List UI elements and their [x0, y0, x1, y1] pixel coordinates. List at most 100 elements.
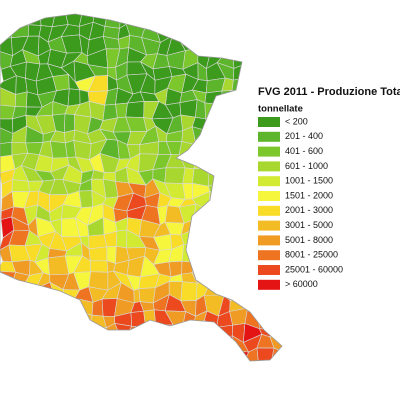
municipality	[180, 347, 199, 361]
municipality	[216, 15, 239, 25]
municipality	[231, 100, 249, 121]
municipality	[230, 140, 251, 157]
legend-swatch	[258, 176, 280, 187]
municipality	[101, 349, 117, 361]
municipality	[126, 333, 148, 354]
municipality	[0, 323, 15, 342]
municipality	[0, 14, 14, 30]
municipality	[9, 285, 27, 301]
municipality	[90, 325, 107, 343]
municipality	[14, 91, 28, 108]
municipality	[205, 220, 223, 239]
municipality	[156, 349, 171, 361]
municipality	[235, 168, 251, 187]
municipality	[179, 0, 199, 13]
municipality	[244, 376, 259, 391]
municipality	[125, 14, 147, 25]
municipality	[207, 236, 223, 245]
municipality	[207, 127, 226, 148]
municipality	[191, 366, 206, 379]
municipality	[271, 62, 282, 83]
municipality	[64, 360, 79, 361]
municipality	[220, 118, 236, 132]
legend-swatch	[258, 117, 280, 127]
municipality	[271, 362, 290, 375]
municipality	[36, 362, 53, 377]
municipality	[218, 243, 239, 264]
municipality	[114, 377, 130, 393]
municipality	[256, 48, 273, 64]
municipality	[216, 324, 233, 343]
municipality	[37, 374, 53, 389]
municipality	[88, 234, 108, 250]
municipality	[73, 322, 94, 343]
legend-swatch	[258, 250, 280, 261]
municipality	[25, 311, 40, 328]
municipality	[204, 90, 224, 106]
municipality	[8, 311, 30, 329]
municipality	[231, 190, 246, 212]
municipality	[50, 320, 66, 338]
municipality	[216, 22, 236, 39]
legend-label: < 200	[285, 116, 308, 126]
legend-swatch	[258, 235, 280, 246]
municipality	[217, 231, 237, 252]
municipality	[270, 39, 282, 55]
legend-swatch	[258, 161, 280, 172]
legend-label: 25001 - 60000	[285, 264, 343, 274]
legend-label: 5001 - 8000	[285, 235, 333, 245]
legend-label: 401 - 600	[285, 146, 323, 156]
municipality	[195, 35, 211, 56]
municipality	[191, 375, 209, 393]
municipality	[205, 118, 226, 132]
municipality	[0, 348, 16, 361]
municipality	[128, 377, 140, 393]
municipality	[9, 375, 28, 391]
municipality	[281, 351, 282, 361]
municipality	[216, 35, 236, 54]
municipality	[216, 348, 236, 361]
municipality	[287, 310, 302, 326]
municipality	[204, 363, 217, 379]
municipality	[115, 333, 135, 354]
municipality	[89, 14, 108, 17]
municipality	[144, 349, 158, 361]
municipality	[63, 336, 81, 355]
municipality	[0, 141, 13, 158]
municipality	[222, 155, 237, 173]
municipality	[208, 24, 218, 39]
municipality	[143, 309, 157, 328]
municipality	[137, 335, 158, 354]
municipality	[0, 298, 10, 317]
municipality	[78, 0, 94, 12]
municipality	[209, 243, 223, 264]
municipality	[28, 14, 42, 18]
municipality	[126, 1, 145, 14]
municipality	[216, 14, 239, 18]
municipality	[245, 210, 260, 225]
municipality	[217, 363, 234, 379]
municipality	[232, 47, 247, 69]
municipality	[73, 140, 92, 160]
municipality	[268, 14, 282, 25]
municipality	[206, 334, 221, 356]
municipality	[1, 363, 9, 378]
map-title: FVG 2011 - Produzione Totale	[258, 86, 400, 98]
municipality	[128, 362, 144, 381]
municipality	[270, 373, 289, 394]
municipality	[0, 284, 12, 302]
municipality	[153, 14, 174, 16]
municipality	[256, 61, 273, 79]
municipality	[10, 326, 30, 342]
municipality	[208, 191, 226, 211]
municipality	[34, 295, 56, 315]
municipality	[139, 377, 160, 393]
municipality	[88, 341, 107, 355]
legend-label: 601 - 1000	[285, 161, 328, 171]
municipality	[66, 377, 79, 391]
municipality	[177, 24, 197, 38]
municipality	[243, 359, 259, 361]
legend-swatch	[258, 131, 280, 142]
municipality	[164, 167, 186, 184]
municipality	[168, 0, 184, 12]
